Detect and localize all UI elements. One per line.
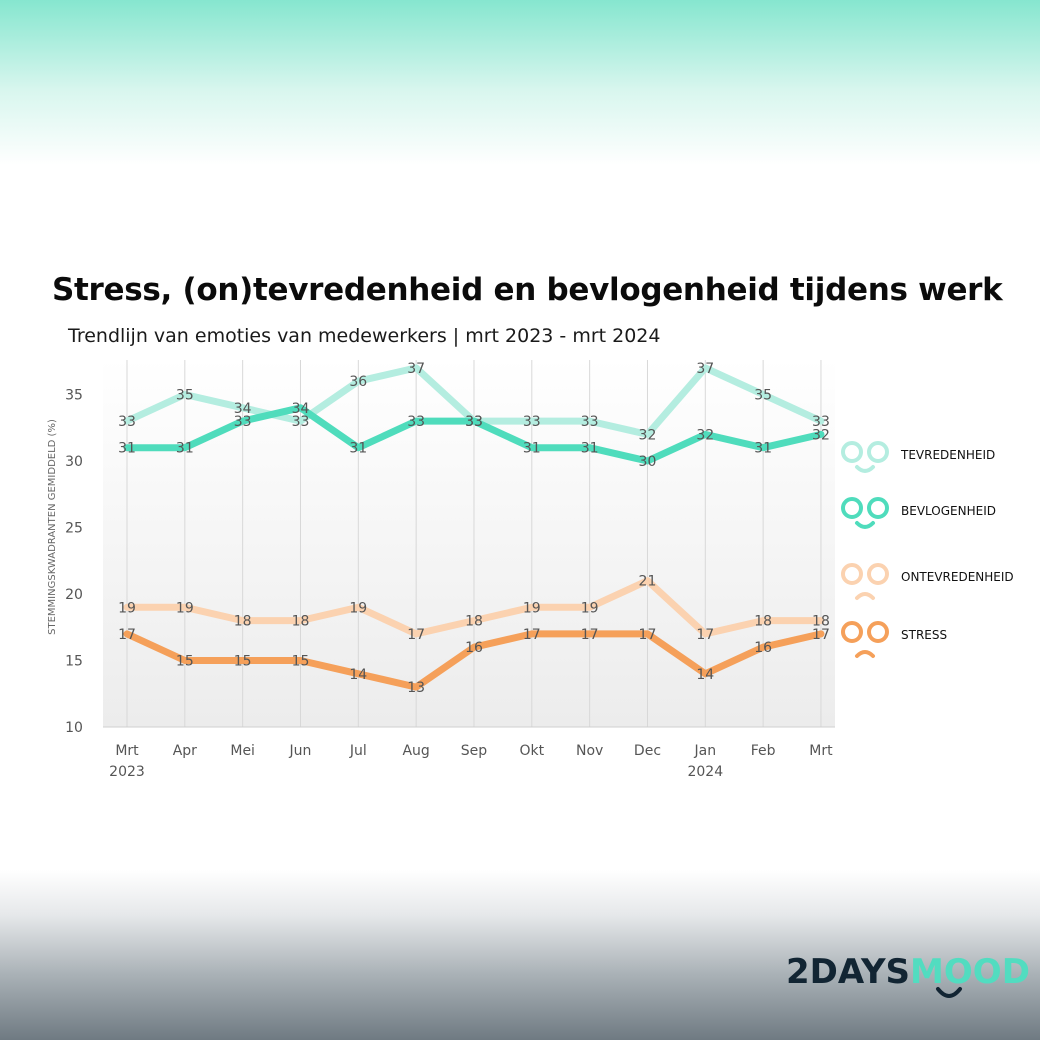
data-label: 15: [234, 654, 252, 670]
data-label: 32: [639, 427, 657, 443]
y-tick-label: 15: [65, 654, 83, 670]
series-line-bevlogenheid: [123, 404, 825, 465]
frown-face-icon: [841, 621, 889, 658]
logo-text-part2: MOOD: [910, 952, 1030, 992]
data-label: 15: [292, 654, 310, 670]
legend-label: ONTEVREDENHEID: [901, 570, 1014, 584]
data-label: 33: [234, 414, 252, 430]
x-year-label: 2024: [687, 764, 723, 780]
y-axis: 10 15 20 25 30 35: [65, 388, 83, 737]
data-label: 31: [118, 441, 136, 457]
data-label: 15: [176, 654, 194, 670]
data-label: 33: [407, 414, 425, 430]
data-label: 18: [812, 614, 830, 630]
data-label: 19: [523, 600, 541, 616]
data-label: 19: [118, 600, 136, 616]
data-label: 33: [465, 414, 483, 430]
chart-title: Stress, (on)tevredenheid en bevlogenheid…: [52, 272, 1003, 308]
data-label: 13: [407, 680, 425, 696]
data-label: 33: [465, 414, 483, 430]
smiley-face-icon: [841, 497, 889, 529]
data-label: 32: [696, 427, 714, 443]
data-label: 16: [754, 640, 772, 656]
data-label: 16: [465, 640, 483, 656]
x-tick-label: Okt: [519, 743, 544, 759]
data-label: 37: [696, 361, 714, 377]
line-chart: 10 15 20 25 30 35 Mrt Apr Mei Jun Jul Aug Sep Okt Nov…: [47, 358, 835, 780]
data-label: 31: [581, 441, 599, 457]
x-tick-label: Aug: [402, 743, 429, 759]
x-tick-label: Apr: [173, 743, 197, 759]
series-lines: [123, 364, 825, 691]
data-label: 33: [812, 414, 830, 430]
data-label: 18: [754, 614, 772, 630]
series-line-stress: [123, 630, 825, 691]
data-label: 19: [176, 600, 194, 616]
y-axis-label: STEMMINGSKWADRANTEN GEMIDDELD (%): [47, 419, 58, 635]
data-label: 32: [812, 427, 830, 443]
brand-logo: 2DAYSMOOD: [786, 952, 1030, 992]
data-label: 14: [696, 667, 714, 683]
y-tick-label: 10: [65, 720, 83, 736]
data-label: 18: [465, 614, 483, 630]
x-tick-label: Feb: [751, 743, 776, 759]
logo-smile-icon: [936, 987, 962, 998]
data-label: 31: [523, 441, 541, 457]
logo-text-part1: 2DAYS: [786, 952, 911, 992]
data-label: 34: [292, 401, 310, 417]
data-label: 33: [523, 414, 541, 430]
data-label: 33: [581, 414, 599, 430]
y-tick-label: 35: [65, 388, 83, 404]
x-tick-label: Mei: [230, 743, 255, 759]
y-tick-label: 20: [65, 587, 83, 603]
x-tick-label: Jun: [289, 743, 312, 759]
data-label: 14: [349, 667, 367, 683]
data-label: 18: [292, 614, 310, 630]
legend-label: STRESS: [901, 628, 948, 642]
series-line-ontevredenheid: [123, 577, 825, 638]
y-tick-label: 25: [65, 521, 83, 537]
x-tick-label: Mrt: [115, 743, 139, 759]
legend-label: BEVLOGENHEID: [901, 504, 996, 518]
legend-label: TEVREDENHEID: [901, 448, 996, 462]
data-label: 31: [349, 441, 367, 457]
x-tick-label: Jul: [349, 743, 367, 759]
data-label: 33: [118, 414, 136, 430]
data-label: 17: [523, 627, 541, 643]
data-label: 35: [176, 388, 194, 404]
data-label: 17: [581, 627, 599, 643]
data-label: 17: [639, 627, 657, 643]
data-label: 17: [407, 627, 425, 643]
data-label: 19: [581, 600, 599, 616]
x-tick-label: Jan: [694, 743, 717, 759]
data-label: 18: [234, 614, 252, 630]
data-label: 31: [754, 441, 772, 457]
chart-subtitle: Trendlijn van emoties van medewerkers | …: [68, 325, 661, 347]
smiley-face-icon: [841, 441, 889, 473]
data-label: 30: [639, 454, 657, 470]
frown-face-icon: [841, 563, 889, 600]
x-year-label: 2023: [109, 764, 145, 780]
data-label: 35: [754, 388, 772, 404]
data-label: 19: [349, 600, 367, 616]
y-tick-label: 30: [65, 454, 83, 470]
data-label: 17: [696, 627, 714, 643]
data-label: 36: [349, 374, 367, 390]
x-tick-label: Sep: [461, 743, 488, 759]
x-tick-label: Mrt: [809, 743, 833, 759]
x-axis: Mrt Apr Mei Jun Jul Aug Sep Okt Nov Dec Jan Feb Mrt 2…: [109, 743, 833, 780]
data-label: 34: [234, 401, 252, 417]
data-label: 37: [407, 361, 425, 377]
data-label: 17: [812, 627, 830, 643]
data-label: 33: [292, 414, 310, 430]
x-tick-label: Dec: [634, 743, 661, 759]
data-label: 17: [118, 627, 136, 643]
x-tick-label: Nov: [576, 743, 603, 759]
data-label: 21: [639, 574, 657, 590]
data-label: 31: [176, 441, 194, 457]
